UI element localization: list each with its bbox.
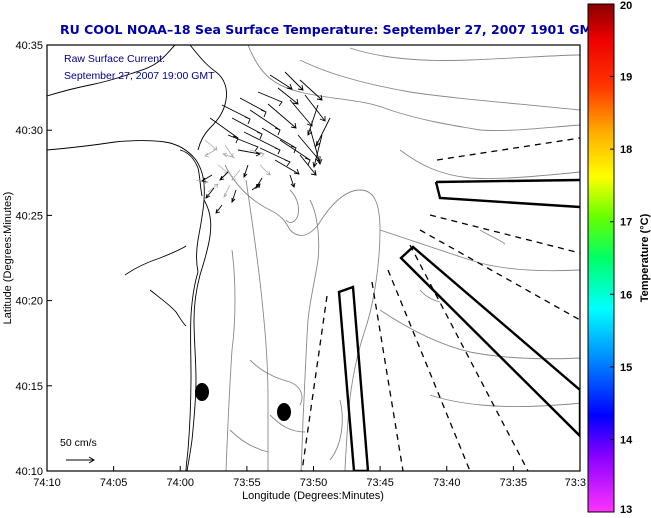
- colorbar-tick-label: 20: [620, 0, 632, 12]
- x-axis-ticks: 74:10 74:05 74:00 73:55 73:50 73:45 73:40 73:35…: [33, 466, 586, 489]
- colorbar-tick-label: 14: [620, 434, 633, 446]
- x-tick-label: 73:3: [565, 477, 586, 489]
- x-tick-label: 73:40: [433, 477, 461, 489]
- colorbar-tick-label: 19: [620, 72, 632, 84]
- shipping-lanes: [301, 137, 580, 471]
- y-tick-label: 40:25: [15, 210, 43, 222]
- plot-area: [47, 45, 580, 471]
- annotation-line-1: Raw Surface Current:: [64, 53, 165, 65]
- colorbar-tick-label: 13: [620, 504, 632, 516]
- colorbar: [587, 3, 615, 513]
- buoy-marker-2: [277, 403, 291, 421]
- y-tick-label: 40:15: [15, 381, 43, 393]
- bathymetry-contours: [224, 45, 580, 471]
- y-axis-ticks: 40:35 40:30 40:25 40:20 40:15 40:10: [15, 40, 52, 478]
- surface-current-vectors: [201, 71, 331, 214]
- buoy-marker-1: [195, 383, 209, 401]
- y-tick-label: 40:35: [15, 40, 43, 52]
- colorbar-label: Temperature (°C): [639, 213, 651, 302]
- y-tick-label: 40:20: [15, 296, 43, 308]
- colorbar-tick-label: 16: [620, 289, 632, 301]
- buoy-markers: [195, 383, 291, 421]
- x-tick-label: 73:50: [300, 477, 328, 489]
- x-tick-label: 74:05: [100, 477, 128, 489]
- coastline: [47, 45, 227, 471]
- x-tick-label: 74:00: [166, 477, 194, 489]
- y-tick-label: 40:10: [15, 466, 43, 478]
- scale-vector-label: 50 cm/s: [60, 437, 97, 449]
- map-title: RU COOL NOAA–18 Sea Surface Temperature:…: [60, 22, 601, 37]
- y-tick-label: 40:30: [15, 125, 43, 137]
- colorbar-tick-label: 17: [620, 217, 632, 229]
- x-axis-label: Longitude (Degrees:Minutes): [242, 490, 384, 502]
- x-tick-label: 73:55: [233, 477, 261, 489]
- colorbar-tick-label: 15: [620, 362, 632, 374]
- y-axis-label: Latitude (Degrees:Minutes): [2, 192, 14, 325]
- colorbar-ticks: 20 19 18 17 16 15 14 13: [610, 0, 633, 516]
- colorbar-tick-label: 18: [620, 144, 632, 156]
- x-tick-label: 74:10: [33, 477, 61, 489]
- scale-vector-arrow: [66, 456, 95, 464]
- x-tick-label: 73:45: [366, 477, 394, 489]
- x-tick-label: 73:35: [500, 477, 528, 489]
- annotation-line-2: September 27, 2007 19:00 GMT: [64, 70, 215, 82]
